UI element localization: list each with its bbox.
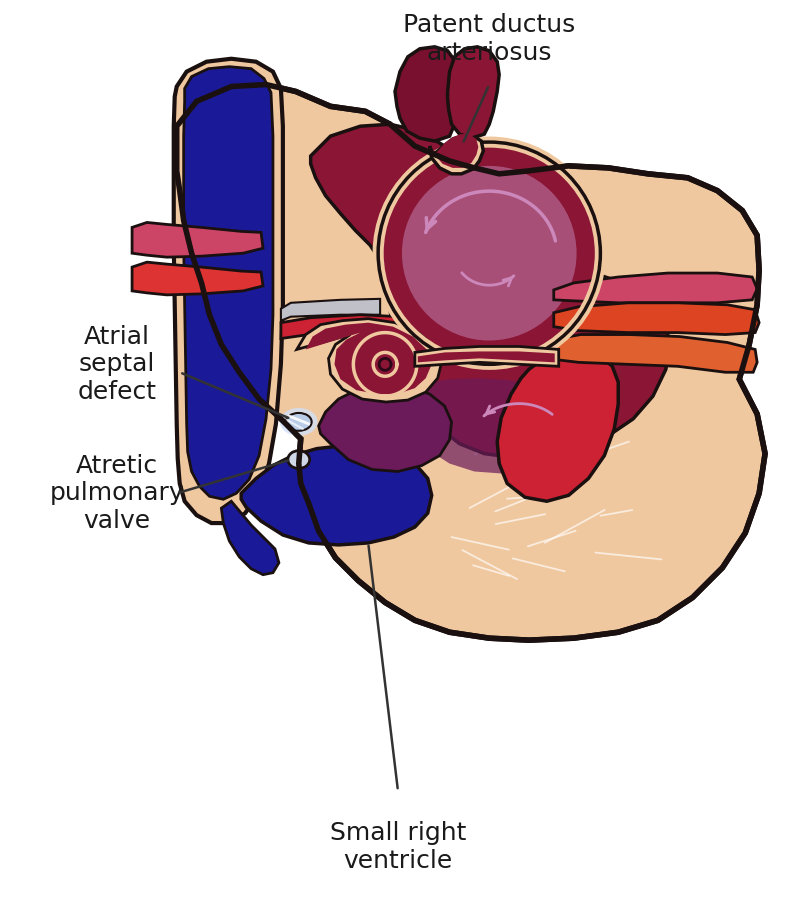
Circle shape [402,165,577,341]
Polygon shape [497,353,619,501]
Polygon shape [241,446,431,545]
Polygon shape [554,303,759,335]
Polygon shape [554,273,757,303]
Polygon shape [177,84,765,640]
Ellipse shape [286,413,312,430]
Text: Small right
ventricle: Small right ventricle [329,821,466,873]
Polygon shape [221,501,279,575]
Ellipse shape [288,451,310,469]
Polygon shape [281,299,380,321]
Polygon shape [395,47,460,141]
Circle shape [378,142,600,365]
Polygon shape [554,335,757,372]
Polygon shape [418,351,555,362]
Text: Patent ductus
arteriosus: Patent ductus arteriosus [403,13,575,65]
Polygon shape [306,323,431,394]
Polygon shape [434,134,478,168]
Polygon shape [174,58,283,523]
Polygon shape [310,124,670,458]
Polygon shape [281,314,400,338]
Polygon shape [390,378,569,473]
Polygon shape [132,222,263,257]
Ellipse shape [280,408,318,436]
Text: Atrial
septal
defect: Atrial septal defect [77,324,156,404]
Polygon shape [183,67,273,499]
Text: Atretic
pulmonary
valve: Atretic pulmonary valve [50,453,185,533]
Polygon shape [132,262,263,295]
Polygon shape [448,47,499,138]
Polygon shape [415,346,559,367]
Polygon shape [430,136,483,174]
Polygon shape [297,319,442,402]
Polygon shape [318,384,452,472]
